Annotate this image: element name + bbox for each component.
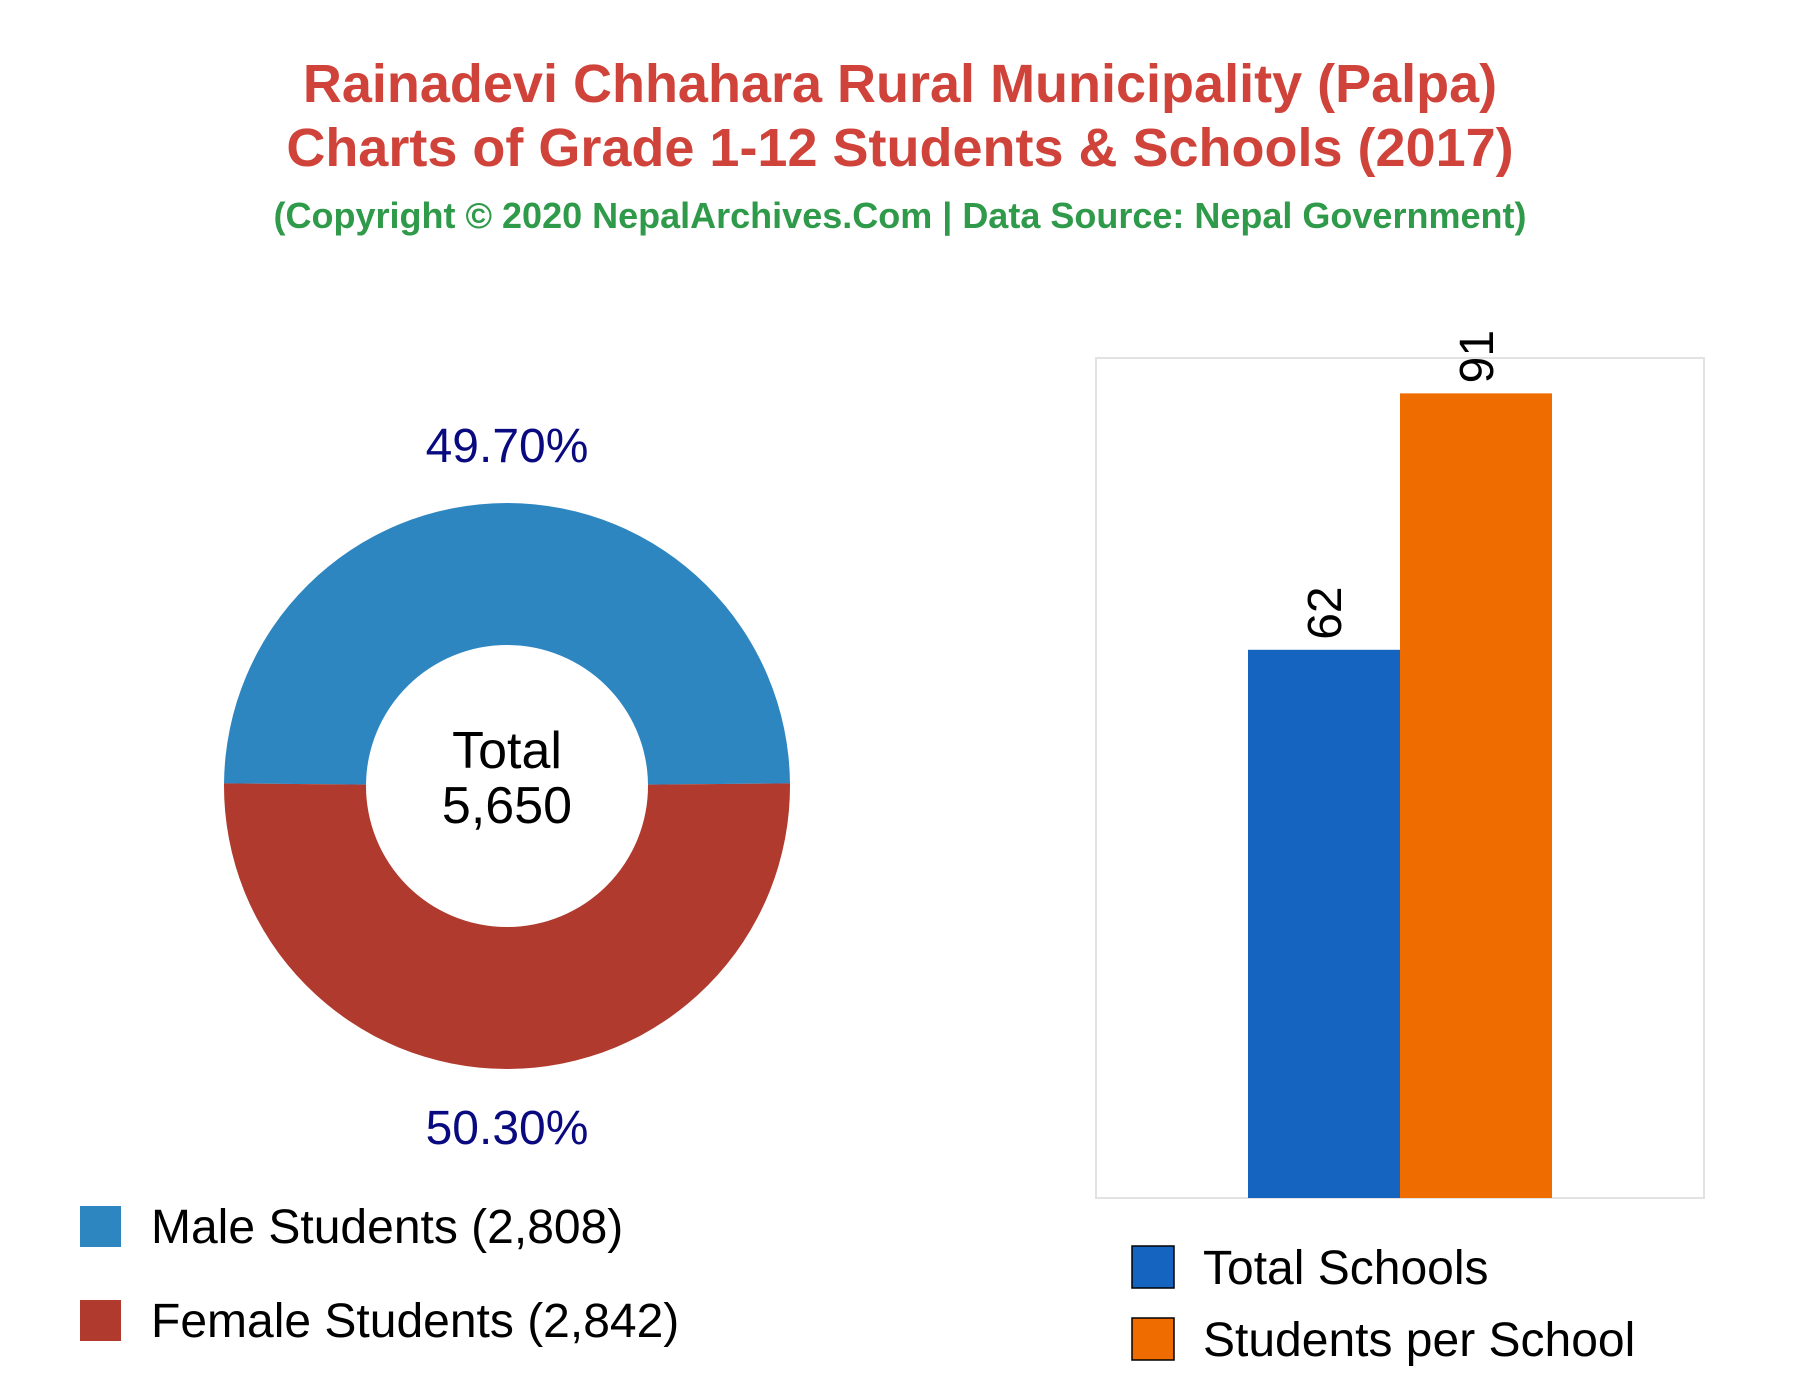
bar-value-label: 91	[1451, 330, 1504, 383]
legend-swatch	[80, 1206, 121, 1247]
bar-total-schools	[1248, 649, 1400, 1198]
donut-slice-female-students	[223, 783, 791, 1070]
chart-title-line-1: Rainadevi Chhahara Rural Municipality (P…	[302, 54, 1498, 114]
legend-swatch	[1131, 1317, 1175, 1361]
donut-center-label: Total	[452, 722, 562, 780]
donut-legend: Male Students (2,808) Female Students (2,…	[80, 1201, 679, 1348]
legend-label: Female Students (2,842)	[151, 1295, 679, 1348]
bar-chart: 62 91	[1095, 330, 1705, 1199]
donut-center-value: 5,650	[442, 777, 572, 835]
donut-slice-male-students	[224, 503, 790, 785]
bar-legend: Total Schools Students per School	[1131, 1242, 1635, 1367]
legend-swatch	[1131, 1245, 1175, 1289]
chart-subtitle: (Copyright © 2020 NepalArchives.Com | Da…	[273, 195, 1527, 236]
donut-percent-label: 50.30%	[426, 1102, 589, 1155]
bar-students-per-school	[1400, 393, 1552, 1198]
legend-swatch	[80, 1300, 121, 1341]
legend-label: Total Schools	[1203, 1242, 1489, 1295]
chart-header: Rainadevi Chhahara Rural Municipality (P…	[0, 52, 1800, 238]
legend-label: Students per School	[1203, 1314, 1635, 1367]
bar-value-label: 62	[1299, 586, 1352, 639]
legend-label: Male Students (2,808)	[151, 1201, 623, 1254]
chart-title-line-2: Charts of Grade 1-12 Students & Schools …	[286, 118, 1514, 178]
donut-percent-label: 49.70%	[426, 420, 589, 473]
